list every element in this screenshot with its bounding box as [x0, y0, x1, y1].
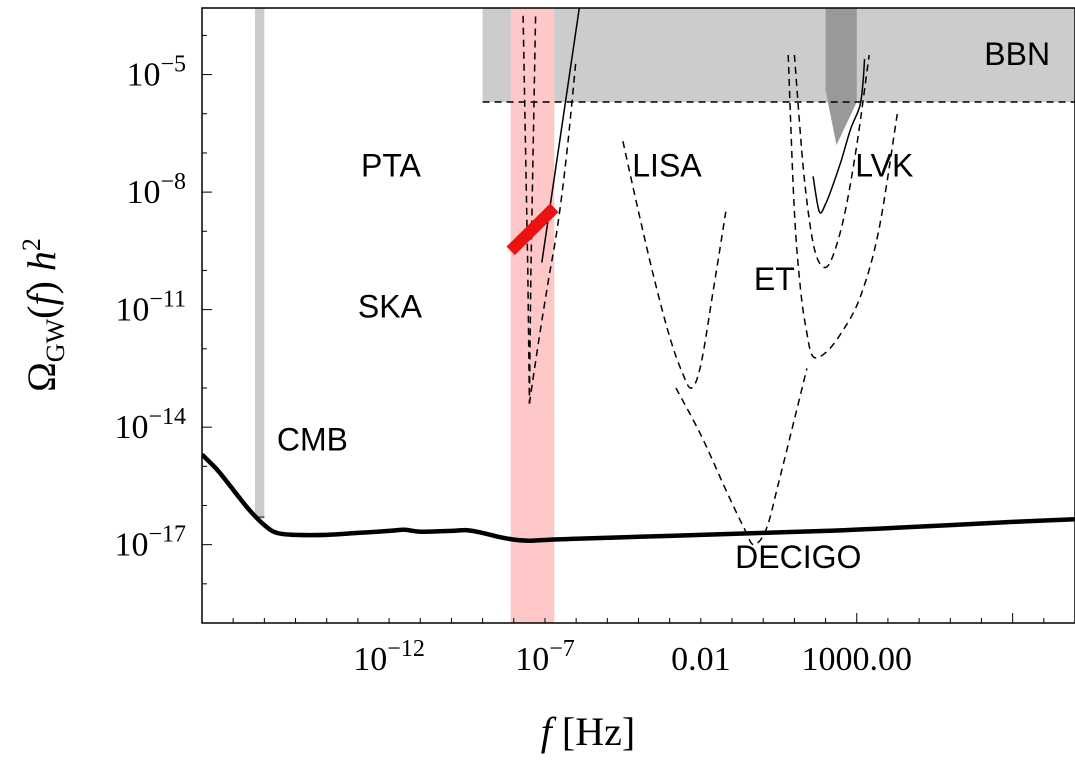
- gw-signal-spectrum: [202, 453, 1075, 543]
- shaded-regions: [255, 8, 1075, 623]
- lvk-powerlaw-curve: [812, 58, 866, 214]
- bbn-region: [482, 8, 1075, 103]
- lvk-excluded-region: [825, 8, 857, 146]
- region-label-cmb: CMB: [277, 422, 348, 458]
- y-tick-label: 10−11: [115, 287, 186, 329]
- x-tick-label: 1000.00: [802, 641, 913, 678]
- region-label-decigo: DECIGO: [735, 539, 861, 575]
- x-tick-label: 10−12: [353, 636, 425, 678]
- pta-signal-segment: [506, 203, 559, 256]
- y-tick-label: 10−5: [126, 52, 186, 94]
- region-label-et: ET: [754, 261, 795, 297]
- x-axis-title: f [Hz]: [541, 709, 635, 754]
- ska-band: [510, 8, 555, 623]
- y-tick-label: 10−8: [126, 169, 186, 211]
- axes: 10−12 10−7 0.01 1000.00 10−5 10−8 10−11 10−14 10…: [114, 7, 1075, 678]
- y-tick-label: 10−14: [114, 404, 186, 446]
- axis-titles: f [Hz] ΩGW(f) h2: [17, 238, 635, 754]
- decigo-sensitivity-curve: [675, 368, 808, 546]
- y-axis-title: ΩGW(f) h2: [17, 238, 70, 392]
- x-tick-label: 10−7: [515, 636, 575, 678]
- y-tick-label: 10−17: [114, 522, 186, 564]
- lvk-sensitivity-curve: [793, 54, 870, 269]
- lisa-sensitivity-curve: [622, 141, 727, 389]
- region-labels: BBN PTA LISA LVK SKA ET CMB DECIGO: [277, 36, 1050, 575]
- region-label-pta: PTA: [361, 147, 422, 183]
- sensitivity-curves: [202, 8, 1075, 546]
- region-label-bbn: BBN: [984, 36, 1050, 72]
- region-label-lvk: LVK: [855, 147, 913, 183]
- cmb-bound: [255, 8, 265, 518]
- region-label-lisa: LISA: [632, 147, 702, 183]
- x-tick-label: 0.01: [671, 641, 731, 678]
- ska-sensitivity-curve: [528, 58, 577, 404]
- region-label-ska: SKA: [358, 288, 423, 324]
